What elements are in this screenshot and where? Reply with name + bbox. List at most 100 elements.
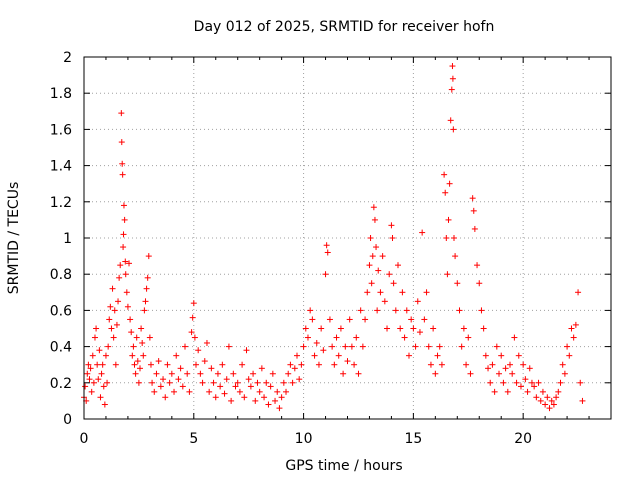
data-point bbox=[427, 361, 434, 368]
data-point bbox=[111, 307, 118, 314]
data-point bbox=[285, 370, 292, 377]
data-point bbox=[304, 334, 311, 341]
data-point bbox=[109, 285, 116, 292]
data-point bbox=[454, 280, 461, 287]
data-point bbox=[456, 307, 463, 314]
data-point bbox=[449, 63, 456, 70]
data-point bbox=[258, 365, 265, 372]
data-point bbox=[511, 334, 518, 341]
data-point bbox=[177, 365, 184, 372]
data-point bbox=[133, 334, 140, 341]
data-point bbox=[471, 225, 478, 232]
data-point bbox=[487, 379, 494, 386]
data-point bbox=[362, 316, 369, 323]
data-point bbox=[436, 343, 443, 350]
data-point bbox=[561, 370, 568, 377]
data-point bbox=[502, 365, 509, 372]
data-point bbox=[307, 307, 314, 314]
data-point bbox=[544, 394, 551, 401]
y-tick-label: 2 bbox=[63, 50, 72, 66]
data-point bbox=[333, 334, 340, 341]
data-point bbox=[221, 390, 228, 397]
data-point bbox=[214, 370, 221, 377]
axis-ticks bbox=[83, 56, 611, 420]
data-point bbox=[522, 376, 529, 383]
data-point bbox=[89, 352, 96, 359]
y-tick-label: 0.2 bbox=[50, 376, 72, 392]
data-point bbox=[550, 401, 557, 408]
data-point bbox=[381, 298, 388, 305]
data-point bbox=[311, 352, 318, 359]
data-point bbox=[132, 370, 139, 377]
data-point bbox=[82, 383, 89, 390]
data-point bbox=[509, 370, 516, 377]
data-point bbox=[320, 347, 327, 354]
data-point bbox=[482, 352, 489, 359]
data-point bbox=[134, 358, 141, 365]
data-point bbox=[223, 376, 230, 383]
data-point bbox=[254, 379, 261, 386]
data-point bbox=[164, 361, 171, 368]
data-point bbox=[559, 361, 566, 368]
data-point bbox=[247, 383, 254, 390]
data-point bbox=[110, 334, 117, 341]
data-point bbox=[408, 316, 415, 323]
data-point bbox=[368, 280, 375, 287]
data-point bbox=[390, 280, 397, 287]
x-tick-label: 10 bbox=[295, 431, 313, 447]
data-point bbox=[520, 361, 527, 368]
x-tick-labels: 0 5 10 15 20 bbox=[80, 431, 533, 447]
data-point bbox=[197, 370, 204, 377]
data-point bbox=[274, 388, 281, 395]
y-tick-label: 1.4 bbox=[50, 159, 72, 175]
x-tick-label: 5 bbox=[189, 431, 198, 447]
data-points bbox=[81, 63, 586, 412]
data-point bbox=[476, 280, 483, 287]
data-point bbox=[245, 376, 252, 383]
data-point bbox=[425, 343, 432, 350]
data-point bbox=[287, 361, 294, 368]
data-point bbox=[203, 339, 210, 346]
data-point bbox=[217, 383, 224, 390]
data-point bbox=[302, 325, 309, 332]
data-point bbox=[329, 343, 336, 350]
grid bbox=[84, 57, 611, 419]
data-point bbox=[434, 352, 441, 359]
data-point bbox=[135, 379, 142, 386]
data-point bbox=[568, 325, 575, 332]
data-point bbox=[117, 262, 124, 269]
data-point bbox=[195, 347, 202, 354]
x-tick-label: 15 bbox=[404, 431, 422, 447]
data-point bbox=[526, 365, 533, 372]
data-point bbox=[104, 379, 111, 386]
data-point bbox=[555, 388, 562, 395]
data-point bbox=[389, 235, 396, 241]
data-point bbox=[291, 365, 298, 372]
data-point bbox=[337, 325, 344, 332]
data-point bbox=[118, 139, 125, 146]
y-tick-label: 1.2 bbox=[50, 195, 72, 211]
data-point bbox=[367, 235, 374, 241]
data-point bbox=[467, 370, 474, 377]
data-point bbox=[491, 388, 498, 395]
data-point bbox=[232, 383, 239, 390]
data-point bbox=[384, 325, 391, 332]
data-point bbox=[478, 307, 485, 314]
data-point bbox=[252, 397, 259, 404]
data-point bbox=[168, 370, 175, 377]
data-point bbox=[517, 383, 524, 390]
data-point bbox=[84, 370, 91, 377]
data-point bbox=[309, 316, 316, 323]
data-point bbox=[444, 271, 451, 278]
data-point bbox=[206, 388, 213, 395]
data-point bbox=[374, 307, 381, 314]
y-tick-label: 0.6 bbox=[50, 303, 72, 319]
data-point bbox=[474, 262, 481, 269]
data-point bbox=[94, 361, 101, 368]
data-point bbox=[448, 86, 455, 93]
y-tick-label: 1.8 bbox=[50, 86, 72, 102]
data-point bbox=[261, 394, 268, 401]
data-point bbox=[489, 361, 496, 368]
data-point bbox=[192, 361, 199, 368]
y-tick-label: 0.8 bbox=[50, 267, 72, 283]
